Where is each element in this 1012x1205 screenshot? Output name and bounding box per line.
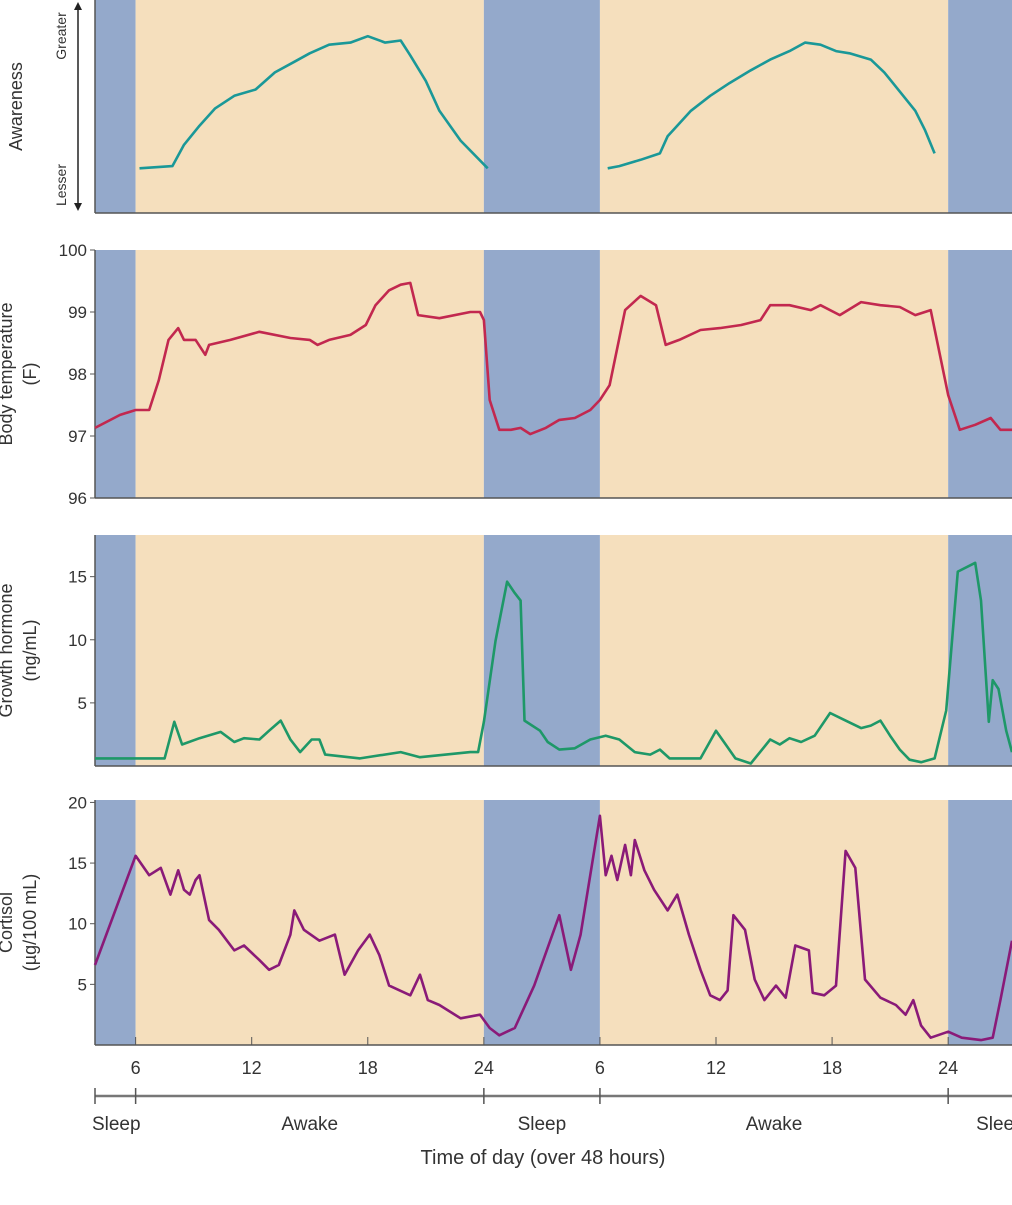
y-axis-label: Awareness [6,62,26,151]
phase-label-sleep: Sleep [518,1114,567,1135]
x-tick-label: 12 [242,1058,262,1078]
phase-band-awake [135,0,484,213]
phase-band-sleep [948,535,1012,766]
phase-label-sleep: Sleep [92,1114,141,1135]
phase-band-sleep [948,0,1012,213]
y-tick-label: 15 [68,568,87,587]
phase-band-sleep [483,250,600,498]
phase-label-awake: Awake [281,1114,338,1135]
x-tick-label: 12 [706,1058,726,1078]
phase-band-sleep [95,250,136,498]
y-axis-label: (µg/100 mL) [20,874,40,971]
panel-2: 96 97 98 99 100 Body temperature (F) [0,241,1012,508]
x-tick-label: 18 [822,1058,842,1078]
y-label-greater: Greater [53,12,69,60]
data-line [95,561,1012,765]
data-line [93,814,1012,1042]
data-line [139,34,489,170]
y-tick-label: 20 [68,793,87,812]
phase-label-sleep: Sleep [976,1114,1012,1135]
phase-band-awake [135,535,484,766]
y-tick-label: 100 [59,241,87,260]
x-tick-label: 6 [595,1058,605,1078]
arrow-up-icon [74,2,82,10]
y-axis-label: Growth hormone [0,583,16,717]
phase-band-sleep [483,0,600,213]
x-axis-title: Time of day (over 48 hours) [421,1147,666,1169]
phase-band-sleep [95,535,136,766]
panel-3: 5 10 15 Growth hormone (ng/mL) [0,535,1012,767]
phase-band-sleep [948,800,1012,1045]
phase-band-awake [599,0,949,213]
panel-1: Greater Lesser Awareness [6,0,1012,214]
y-tick-label: 99 [68,303,87,322]
y-tick-label: 15 [68,854,87,873]
phase-band-awake [599,535,949,766]
phase-band-awake [599,250,949,498]
y-label-lesser: Lesser [53,164,69,206]
phase-band-awake [135,800,484,1045]
data-line [607,41,936,170]
arrow-down-icon [74,203,82,211]
phase-band-sleep [483,800,600,1045]
y-axis-label: Body temperature [0,302,16,445]
y-tick-label: 5 [78,694,87,713]
y-tick-label: 97 [68,427,87,446]
phase-band-sleep [948,250,1012,498]
data-line [94,281,1012,436]
x-tick-label: 24 [938,1058,958,1078]
phase-band-awake [599,800,949,1045]
y-tick-label: 10 [68,915,87,934]
phase-label-awake: Awake [746,1114,803,1135]
y-tick-label: 10 [68,631,87,650]
y-axis-label: Cortisol [0,892,16,953]
x-tick-label: 6 [131,1058,141,1078]
phase-band-sleep [95,0,136,213]
y-tick-label: 98 [68,365,87,384]
phase-band-awake [135,250,484,498]
phase-band-sleep [483,535,600,766]
x-tick-label: 24 [474,1058,494,1078]
y-tick-label: 96 [68,489,87,508]
x-tick-label: 18 [358,1058,378,1078]
phase-band-sleep [95,800,136,1045]
y-tick-label: 5 [78,975,87,994]
y-axis-label: (F) [20,363,40,386]
panel-4: 5 10 15 20 Cortisol (µg/100 mL) [0,793,1012,1046]
y-axis-label: (ng/mL) [20,619,40,681]
